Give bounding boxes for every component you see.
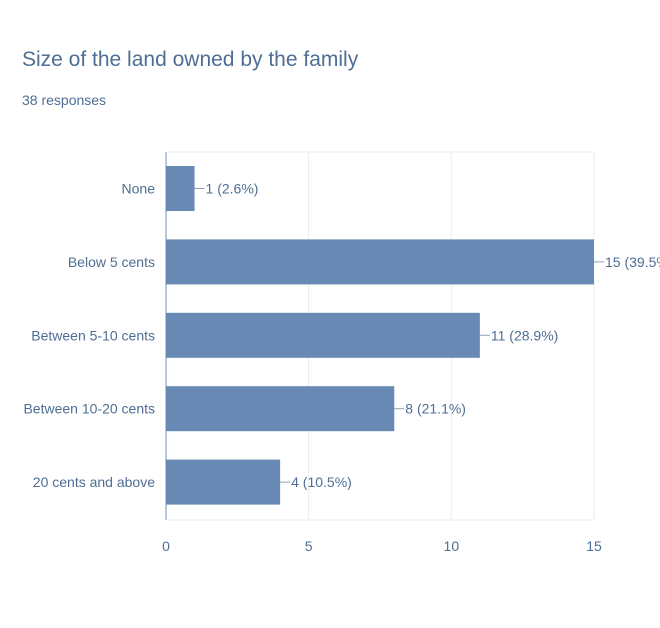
- bar-0: [166, 166, 195, 211]
- chart-title: Size of the land owned by the family: [22, 48, 359, 71]
- category-label-1: Below 5 cents: [68, 254, 155, 270]
- data-label-4: 4 (10.5%): [291, 474, 352, 490]
- bar-4: [166, 459, 281, 505]
- category-label-2: Between 5-10 cents: [31, 327, 155, 343]
- data-label-2: 11 (28.9%): [491, 327, 558, 343]
- x-tick-label-0: 0: [162, 538, 170, 554]
- bar-1: [166, 239, 594, 285]
- category-label-0: None: [122, 181, 156, 197]
- category-label-3: Between 10-20 cents: [23, 401, 155, 417]
- response-count: 38 responses: [22, 92, 107, 108]
- category-label-4: 20 cents and above: [33, 474, 155, 490]
- bar-3: [166, 386, 395, 432]
- x-tick-label-5: 5: [305, 538, 313, 554]
- bar-2: [166, 312, 480, 358]
- x-tick-label-15: 15: [586, 538, 602, 554]
- data-label-1: 15 (39.5%): [605, 254, 660, 270]
- data-label-0: 1 (2.6%): [206, 181, 259, 197]
- x-tick-label-10: 10: [444, 538, 460, 554]
- data-label-3: 8 (21.1%): [405, 401, 466, 417]
